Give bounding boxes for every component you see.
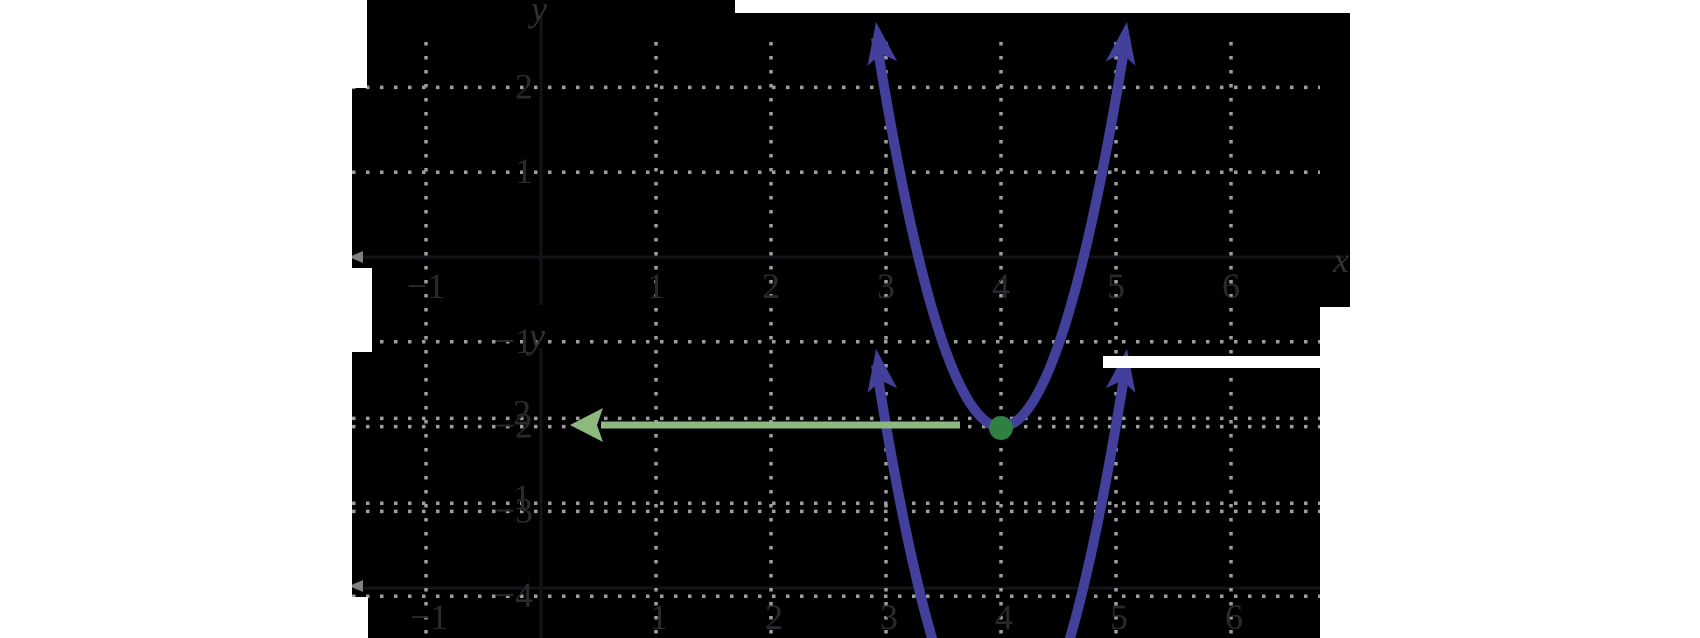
axis-lines-layer bbox=[349, 15, 1344, 638]
grid-dotted-layer bbox=[352, 42, 1320, 638]
x-tick-label: 6 bbox=[1222, 266, 1240, 306]
page-white-patch bbox=[352, 0, 367, 88]
y-axis-letter: y bbox=[526, 316, 545, 356]
page-white-patch bbox=[352, 268, 372, 352]
y-axis-letter: y bbox=[528, 0, 547, 29]
y-tick-label: 2 bbox=[513, 392, 531, 432]
x-tick-label: 3 bbox=[880, 597, 898, 637]
x-tick-label: 1 bbox=[650, 597, 668, 637]
vertex-point bbox=[989, 416, 1013, 440]
parabola-curve bbox=[871, 364, 1131, 638]
x-tick-label: 3 bbox=[877, 266, 895, 306]
x-tick-label: 5 bbox=[1110, 597, 1128, 637]
curve-arrowhead-icon bbox=[867, 349, 898, 393]
curve-arrowhead-icon bbox=[1105, 22, 1136, 66]
y-tick-label: −2 bbox=[495, 406, 533, 446]
x-tick-label: 2 bbox=[762, 266, 780, 306]
y-tick-label: 2 bbox=[515, 66, 533, 106]
page-white-patch bbox=[0, 0, 352, 638]
y-tick-label: −3 bbox=[495, 490, 533, 530]
x-tick-label: 2 bbox=[765, 597, 783, 637]
y-tick-label: 1 bbox=[513, 477, 531, 517]
page-white-patch bbox=[1320, 307, 1700, 638]
curve-arrowhead-icon bbox=[867, 22, 898, 66]
y-tick-label: −1 bbox=[495, 321, 533, 361]
axis-arrowhead-icon bbox=[349, 251, 363, 263]
x-tick-label: 6 bbox=[1225, 597, 1243, 637]
x-axis-letter: x bbox=[1332, 240, 1349, 280]
tick-labels-layer: 2 1 −1 −2 −3 −4 −1 1 2 3 4 5 6 y x 2 1 −1 1 2 3 4 5 6 y bbox=[407, 0, 1349, 637]
page-white-patch bbox=[1103, 356, 1320, 368]
x-tick-label: 4 bbox=[992, 266, 1010, 306]
x-tick-label: 4 bbox=[995, 597, 1013, 637]
y-tick-label: −4 bbox=[495, 575, 533, 615]
ray-arrowhead-icon bbox=[570, 408, 603, 442]
axis-arrowhead-icon bbox=[349, 580, 363, 592]
page-white-patch bbox=[735, 0, 1350, 13]
x-tick-label: −1 bbox=[407, 266, 445, 306]
x-tick-label: 1 bbox=[647, 266, 665, 306]
y-tick-label: 1 bbox=[515, 151, 533, 191]
x-tick-label: −1 bbox=[410, 597, 448, 637]
page-white-patch bbox=[352, 597, 368, 638]
x-tick-label: 5 bbox=[1107, 266, 1125, 306]
page-white-patch bbox=[1350, 0, 1700, 307]
annotation-layer bbox=[570, 408, 1013, 442]
